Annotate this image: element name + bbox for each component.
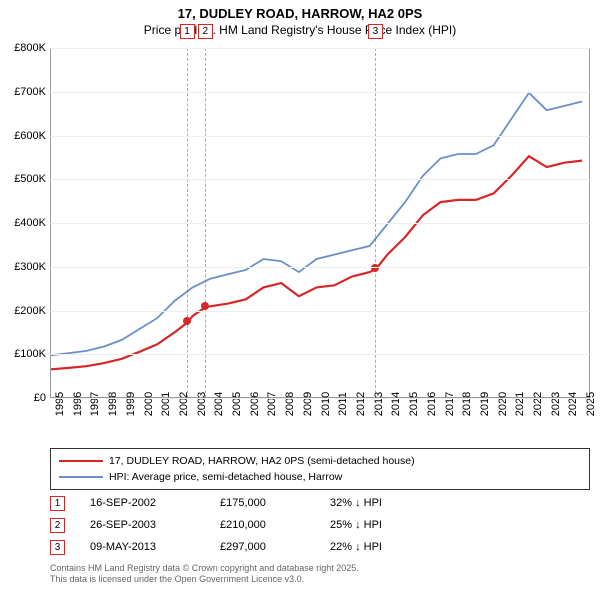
x-tick-label: 2002 [178, 392, 190, 416]
x-tick-label: 1997 [89, 392, 101, 416]
transaction-price: £210,000 [220, 519, 330, 531]
y-tick-label: £200K [14, 305, 46, 317]
footer-attribution: Contains HM Land Registry data © Crown c… [50, 563, 590, 586]
gridline [50, 92, 590, 93]
series-property [51, 156, 582, 369]
x-tick-label: 2007 [266, 392, 278, 416]
y-tick-label: £100K [14, 348, 46, 360]
x-tick-label: 2025 [585, 392, 597, 416]
legend-label: 17, DUDLEY ROAD, HARROW, HA2 0PS (semi-d… [109, 455, 415, 467]
sale-marker-1: 1 [180, 24, 195, 39]
gridline [50, 267, 590, 268]
y-tick-label: £700K [14, 86, 46, 98]
transaction-row: 3 09-MAY-2013£297,00022% ↓ HPI [50, 536, 590, 558]
gridline [50, 179, 590, 180]
legend-item: HPI: Average price, semi-detached house,… [59, 469, 581, 485]
x-tick-label: 2001 [160, 392, 172, 416]
sale-point [183, 317, 191, 325]
sale-marker-3: 3 [368, 24, 383, 39]
x-tick-label: 2009 [302, 392, 314, 416]
footer-line1: Contains HM Land Registry data © Crown c… [50, 563, 590, 575]
x-tick-label: 1996 [72, 392, 84, 416]
gridline [50, 48, 590, 49]
x-tick-label: 1998 [107, 392, 119, 416]
y-tick-label: £600K [14, 130, 46, 142]
chart-svg [51, 49, 591, 399]
y-tick-label: £0 [34, 392, 46, 404]
legend-swatch [59, 476, 103, 478]
x-tick-label: 2023 [550, 392, 562, 416]
x-tick-label: 2022 [532, 392, 544, 416]
sale-point [201, 302, 209, 310]
transaction-date: 26-SEP-2003 [90, 519, 220, 531]
sale-point [371, 264, 379, 272]
transaction-delta: 32% ↓ HPI [330, 497, 450, 509]
gridline [50, 398, 590, 399]
x-tick-label: 2019 [479, 392, 491, 416]
transaction-row: 1 16-SEP-2002£175,00032% ↓ HPI [50, 492, 590, 514]
transaction-delta: 25% ↓ HPI [330, 519, 450, 531]
x-tick-label: 2015 [408, 392, 420, 416]
gridline [50, 223, 590, 224]
transaction-row: 2 26-SEP-2003£210,00025% ↓ HPI [50, 514, 590, 536]
x-tick-label: 2014 [390, 392, 402, 416]
chart-container: 17, DUDLEY ROAD, HARROW, HA2 0PS Price p… [0, 0, 600, 590]
y-tick-label: £300K [14, 261, 46, 273]
x-tick-label: 2012 [355, 392, 367, 416]
x-tick-label: 2000 [143, 392, 155, 416]
footer-line2: This data is licensed under the Open Gov… [50, 574, 590, 586]
gridline [50, 136, 590, 137]
transaction-marker: 3 [50, 540, 65, 555]
transaction-marker: 2 [50, 518, 65, 533]
title-block: 17, DUDLEY ROAD, HARROW, HA2 0PS Price p… [0, 0, 600, 39]
transaction-date: 09-MAY-2013 [90, 541, 220, 553]
y-tick-label: £500K [14, 173, 46, 185]
transaction-price: £175,000 [220, 497, 330, 509]
legend-swatch [59, 460, 103, 462]
x-tick-label: 2008 [284, 392, 296, 416]
gridline [50, 354, 590, 355]
y-tick-label: £800K [14, 42, 46, 54]
gridline [50, 311, 590, 312]
transaction-date: 16-SEP-2002 [90, 497, 220, 509]
x-tick-label: 2016 [426, 392, 438, 416]
x-tick-label: 2010 [320, 392, 332, 416]
sale-marker-2: 2 [198, 24, 213, 39]
x-tick-label: 2006 [249, 392, 261, 416]
transaction-table: 1 16-SEP-2002£175,00032% ↓ HPI 2 26-SEP-200… [50, 492, 590, 558]
legend-item: 17, DUDLEY ROAD, HARROW, HA2 0PS (semi-d… [59, 453, 581, 469]
x-tick-label: 2018 [461, 392, 473, 416]
x-tick-label: 2024 [567, 392, 579, 416]
x-tick-label: 2005 [231, 392, 243, 416]
x-tick-label: 2003 [196, 392, 208, 416]
transaction-marker: 1 [50, 496, 65, 511]
transaction-price: £297,000 [220, 541, 330, 553]
x-tick-label: 1995 [54, 392, 66, 416]
title-subtitle: Price paid vs. HM Land Registry's House … [0, 23, 600, 37]
legend-label: HPI: Average price, semi-detached house,… [109, 471, 342, 483]
series-hpi [51, 93, 582, 356]
x-tick-label: 2017 [444, 392, 456, 416]
legend: 17, DUDLEY ROAD, HARROW, HA2 0PS (semi-d… [50, 448, 590, 490]
transaction-delta: 22% ↓ HPI [330, 541, 450, 553]
x-tick-label: 2011 [337, 392, 349, 416]
x-tick-label: 1999 [125, 392, 137, 416]
x-tick-label: 2021 [514, 392, 526, 416]
x-tick-label: 2004 [213, 392, 225, 416]
title-address: 17, DUDLEY ROAD, HARROW, HA2 0PS [0, 6, 600, 21]
y-tick-label: £400K [14, 217, 46, 229]
x-tick-label: 2020 [497, 392, 509, 416]
